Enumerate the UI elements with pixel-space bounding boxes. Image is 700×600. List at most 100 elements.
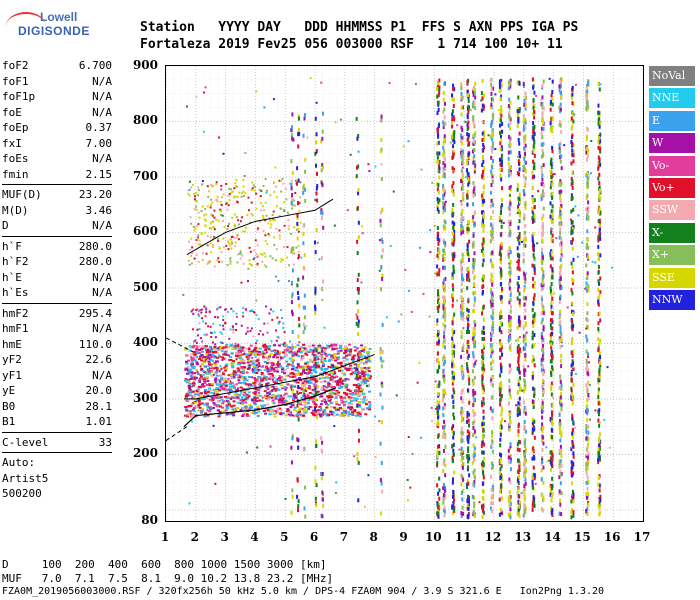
echo-point	[298, 401, 302, 404]
echo-point	[194, 350, 197, 353]
echo-point	[209, 367, 213, 370]
echo-point	[437, 419, 440, 424]
echo-point	[364, 362, 368, 365]
echo-point	[524, 101, 527, 106]
echo-point	[325, 414, 329, 417]
echo-point	[203, 333, 206, 336]
echo-point	[481, 514, 484, 519]
echo-point	[523, 295, 526, 300]
echo-point	[187, 379, 191, 382]
echo-point	[254, 185, 257, 188]
echo-point	[320, 406, 323, 411]
echo-point	[347, 362, 351, 365]
echo-point	[453, 375, 456, 380]
echo-point	[355, 347, 359, 350]
echo-point	[211, 396, 215, 399]
echo-point	[452, 511, 455, 516]
echo-point	[473, 251, 476, 256]
echo-point	[357, 400, 361, 403]
echo-point	[324, 412, 328, 415]
echo-point	[442, 196, 445, 201]
echo-point	[442, 265, 445, 270]
echo-point	[459, 451, 462, 456]
echo-point	[219, 380, 222, 383]
echo-point	[356, 392, 359, 397]
echo-point	[290, 128, 293, 133]
echo-point	[523, 124, 526, 129]
echo-point	[287, 363, 291, 366]
echo-point	[279, 409, 283, 412]
echo-point	[290, 445, 293, 450]
echo-point	[368, 347, 372, 350]
echo-point	[482, 450, 485, 455]
echo-point	[239, 390, 242, 393]
echo-point	[356, 239, 359, 244]
echo-point	[191, 390, 195, 393]
echo-point	[297, 254, 300, 259]
echo-point	[201, 356, 204, 359]
echo-point	[524, 95, 527, 100]
echo-point	[286, 367, 290, 370]
echo-point	[533, 153, 536, 158]
echo-point	[226, 208, 229, 211]
echo-point	[380, 118, 383, 123]
echo-point	[189, 346, 193, 349]
echo-point	[294, 414, 298, 417]
echo-point	[452, 448, 455, 453]
echo-point	[200, 402, 204, 405]
echo-point	[230, 396, 234, 399]
echo-point	[518, 468, 521, 473]
echo-point	[259, 202, 262, 205]
echo-point	[444, 314, 447, 319]
echo-point	[275, 379, 279, 382]
echo-point	[317, 366, 321, 369]
echo-point	[215, 183, 218, 186]
echo-point	[338, 384, 342, 387]
echo-point	[467, 109, 470, 114]
echo-point	[509, 270, 512, 275]
echo-point	[451, 117, 454, 122]
echo-point	[314, 414, 318, 417]
echo-point	[296, 494, 299, 499]
echo-point	[436, 357, 439, 362]
echo-point	[320, 386, 323, 391]
echo-point	[323, 371, 327, 374]
y-tick-label: 600	[132, 224, 158, 239]
echo-point	[443, 288, 446, 293]
echo-point	[327, 396, 331, 399]
echo-point	[212, 322, 215, 325]
echo-point	[523, 419, 526, 424]
echo-point	[224, 409, 228, 412]
echo-point	[214, 372, 218, 375]
echo-point	[467, 481, 470, 486]
echo-point	[214, 390, 218, 393]
echo-point	[215, 387, 218, 390]
echo-point	[468, 180, 471, 185]
echo-point	[261, 253, 264, 256]
echo-point	[256, 228, 259, 231]
echo-point	[364, 399, 368, 402]
echo-point	[442, 201, 445, 206]
echo-point	[241, 415, 245, 418]
echo-point	[357, 287, 360, 292]
echo-point	[532, 146, 535, 151]
echo-point	[261, 260, 264, 263]
echo-point	[296, 437, 299, 442]
echo-point	[482, 370, 485, 375]
echo-point	[518, 494, 521, 499]
echo-point	[473, 453, 476, 458]
echo-point	[466, 339, 469, 344]
echo-point	[205, 308, 208, 311]
echo-point	[193, 193, 196, 196]
echo-point	[509, 222, 512, 227]
echo-point	[308, 391, 312, 394]
echo-point	[265, 305, 268, 308]
echo-point	[490, 347, 493, 352]
echo-point	[362, 378, 366, 381]
echo-point	[437, 339, 440, 344]
param-row: Artist5	[2, 471, 112, 487]
echo-point	[327, 353, 331, 356]
echo-point	[380, 264, 383, 269]
echo-point	[244, 347, 248, 350]
echo-point	[302, 398, 306, 401]
